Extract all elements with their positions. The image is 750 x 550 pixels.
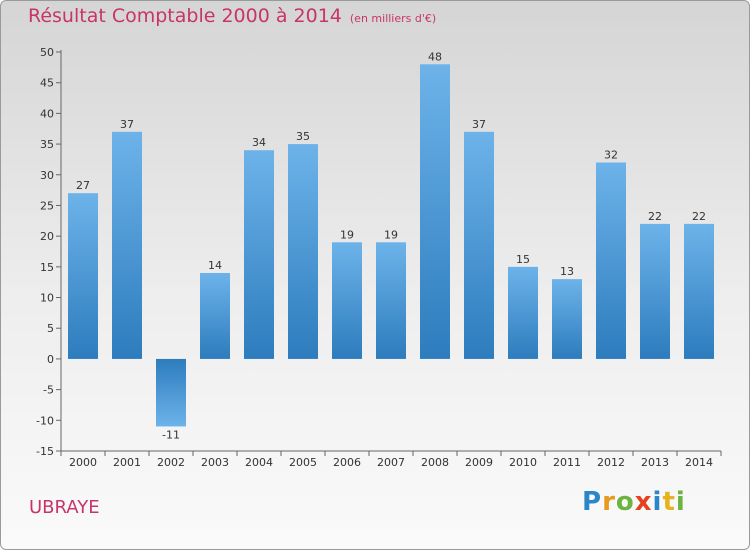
value-label: 13: [560, 265, 574, 278]
x-tick-label: 2013: [641, 456, 669, 469]
y-tick-label: -10: [36, 414, 54, 427]
y-tick-label: 30: [40, 169, 54, 182]
x-tick-label: 2011: [553, 456, 581, 469]
bar-2005: [288, 144, 318, 359]
x-axis: 2000 2001 2002 2003 2004 2005 2006 2007 2008 2009…: [60, 450, 722, 469]
bar-2011: [552, 279, 582, 359]
x-tick-label: 2000: [69, 456, 97, 469]
value-label: 19: [340, 228, 354, 241]
chart-subtitle: (en milliers d'€): [349, 12, 437, 25]
bar-2001: [112, 131, 142, 359]
x-tick-label: 2005: [289, 456, 317, 469]
value-labels: 27 37 -11 14 34 35 19 19 48 37 15 13 32 22 22: [76, 50, 706, 441]
logo-letter: i: [652, 487, 663, 517]
value-label: 35: [296, 130, 310, 143]
bar-2000: [68, 193, 98, 359]
commune-name: UBRAYE: [29, 497, 100, 518]
y-tick-label: 15: [40, 261, 54, 274]
x-tick-label: 2002: [157, 456, 185, 469]
value-label: -11: [162, 428, 180, 441]
x-tick-label: 2008: [421, 456, 449, 469]
x-tick-label: 2012: [597, 456, 625, 469]
bar-2007: [376, 242, 406, 359]
y-tick-label: 40: [40, 107, 54, 120]
bar-2002: [156, 358, 186, 427]
chart-title: Résultat Comptable 2000 à 2014: [28, 5, 342, 27]
value-label: 34: [252, 136, 266, 149]
logo-letter: t: [662, 487, 676, 517]
bar-2006: [332, 242, 362, 359]
value-label: 14: [208, 259, 222, 272]
logo-letter: x: [634, 487, 653, 517]
bar-2010: [508, 266, 538, 359]
value-label: 37: [120, 118, 134, 131]
y-tick-label: 50: [40, 46, 54, 59]
bars: [68, 64, 714, 427]
y-tick-label: 45: [40, 77, 54, 90]
x-tick-label: 2009: [465, 456, 493, 469]
y-tick-label: 5: [47, 322, 54, 335]
logo-letter: o: [615, 487, 635, 517]
bar-2008: [420, 64, 450, 359]
bar-2012: [596, 162, 626, 359]
bar-2004: [244, 150, 274, 359]
bar-2013: [640, 223, 670, 359]
y-tick-label: 20: [40, 230, 54, 243]
y-tick-label: -15: [36, 445, 54, 458]
bar-2014: [684, 223, 714, 359]
y-tick-label: 0: [47, 353, 54, 366]
x-tick-label: 2001: [113, 456, 141, 469]
bar-2003: [200, 272, 230, 359]
y-tick-label: -5: [43, 384, 54, 397]
value-label: 48: [428, 50, 442, 63]
y-tick-label: 10: [40, 292, 54, 305]
value-label: 37: [472, 118, 486, 131]
x-tick-label: 2003: [201, 456, 229, 469]
logo-letter: r: [602, 487, 616, 517]
x-tick-label: 2004: [245, 456, 273, 469]
x-tick-label: 2006: [333, 456, 361, 469]
logo-letter: i: [675, 487, 686, 517]
x-tick-label: 2010: [509, 456, 537, 469]
x-tick-label: 2007: [377, 456, 405, 469]
value-label: 32: [604, 148, 618, 161]
logo-letter: P: [582, 487, 603, 517]
x-tick-label: 2014: [685, 456, 713, 469]
y-axis: -15 -10 -5 0 5 10 15 20 25 30 35 40 45 50: [36, 46, 62, 458]
proxiti-logo: Proxiti: [582, 487, 686, 517]
y-tick-label: 35: [40, 138, 54, 151]
value-label: 19: [384, 228, 398, 241]
value-label: 22: [692, 210, 706, 223]
bar-2009: [464, 131, 494, 359]
value-label: 27: [76, 179, 90, 192]
y-tick-label: 25: [40, 199, 54, 212]
value-label: 15: [516, 253, 530, 266]
value-label: 22: [648, 210, 662, 223]
chart-title-block: Résultat Comptable 2000 à 2014 (en millie…: [28, 5, 436, 27]
